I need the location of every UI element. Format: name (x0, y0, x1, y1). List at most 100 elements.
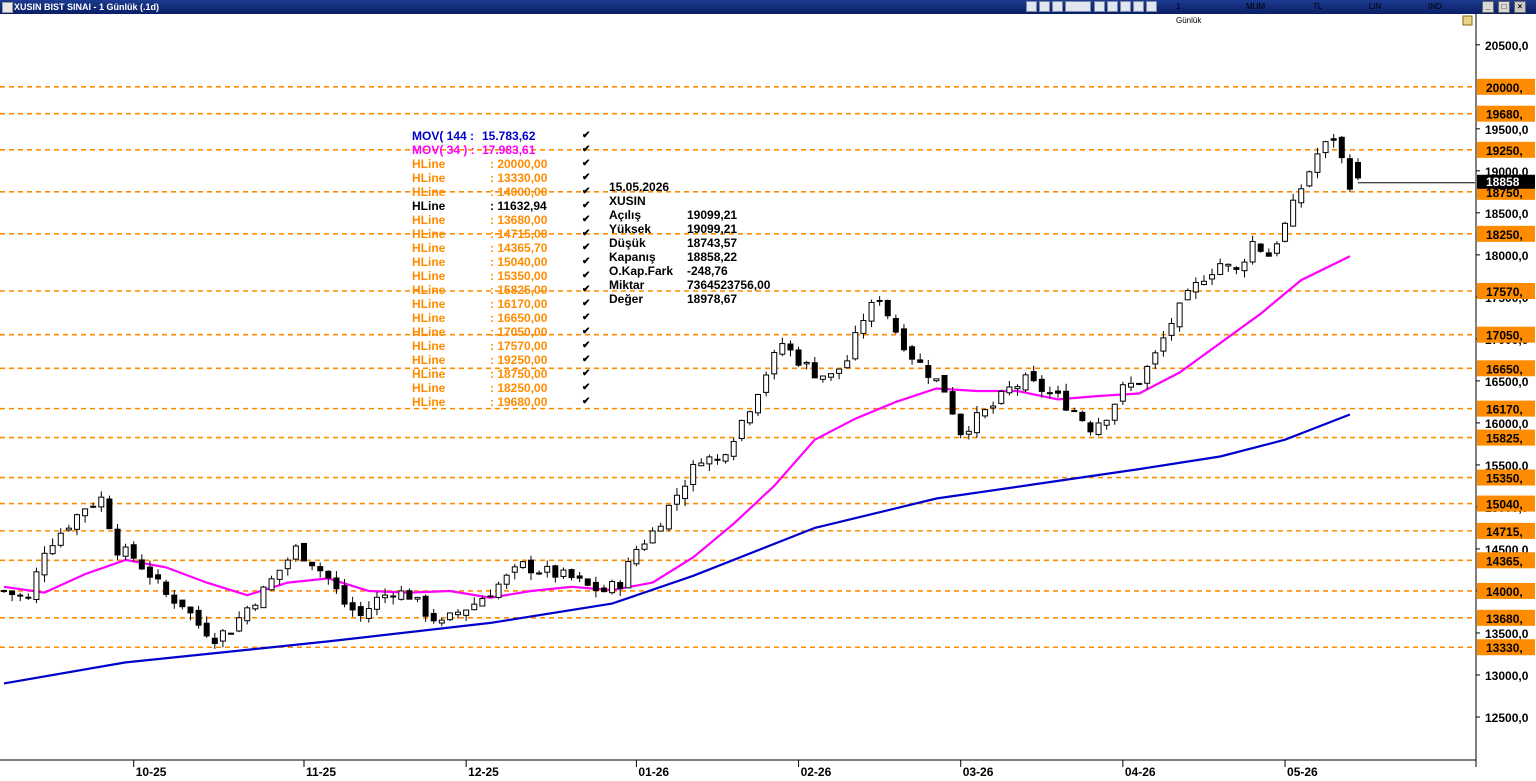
candle (122, 546, 129, 557)
y-tick-label: 19500,0 (1485, 123, 1529, 137)
info-value: -248,76 (687, 264, 728, 278)
candle (146, 566, 153, 578)
check-icon[interactable]: ✔ (582, 242, 591, 253)
check-icon[interactable]: ✔ (582, 326, 591, 337)
candle (228, 632, 235, 635)
legend-name: HLine (412, 241, 446, 255)
candle (357, 606, 364, 617)
check-icon[interactable]: ✔ (582, 298, 591, 309)
candle (560, 569, 567, 577)
check-icon[interactable]: ✔ (582, 396, 591, 407)
indicator-button[interactable]: IND (1428, 2, 1442, 11)
check-icon[interactable]: ✔ (582, 368, 591, 379)
period-button[interactable]: 1 Günlük (1176, 2, 1202, 25)
legend-name: MOV( 34 ) : (412, 143, 475, 157)
candle (941, 374, 948, 393)
info-value: 18858,22 (687, 250, 738, 264)
edit-tool-icon[interactable] (1052, 1, 1063, 12)
check-icon[interactable]: ✔ (582, 144, 591, 155)
candle (811, 362, 818, 379)
x-tick-label: 04-26 (1125, 765, 1156, 779)
legend-value: 17.983,61 (482, 143, 536, 157)
candle (925, 365, 932, 378)
candle (1200, 280, 1207, 285)
maximize-icon[interactable]: □ (1498, 1, 1510, 13)
candle (957, 413, 964, 436)
fibonacci-tool-icon[interactable] (1133, 1, 1144, 12)
price-chart[interactable]: 12500,013000,013500,014000,014500,015000… (0, 14, 1536, 781)
candle (819, 375, 826, 380)
period-selector-icon[interactable] (1065, 1, 1091, 12)
text-tool-icon[interactable] (1146, 1, 1157, 12)
candle (203, 622, 210, 637)
check-icon[interactable]: ✔ (582, 172, 591, 183)
axes: 12500,013000,013500,014000,014500,015000… (0, 14, 1535, 779)
scale-button[interactable]: LIN (1369, 2, 1382, 11)
zoom-tool-icon[interactable] (1039, 1, 1050, 12)
check-icon[interactable]: ✔ (582, 228, 591, 239)
candle (1225, 263, 1232, 267)
check-icon[interactable]: ✔ (582, 284, 591, 295)
candle (649, 530, 656, 544)
candle (1184, 289, 1191, 301)
candle (1152, 352, 1159, 365)
hline-tag (1477, 282, 1535, 299)
candle (1257, 243, 1264, 252)
chart-style-button[interactable]: MUM (1246, 2, 1266, 11)
hline-tag-label: 14365, (1486, 554, 1523, 568)
check-icon[interactable]: ✔ (582, 256, 591, 267)
check-icon[interactable]: ✔ (582, 200, 591, 211)
legend-name: MOV( 144 : (412, 129, 475, 143)
hline-tag-label: 19680, (1486, 108, 1523, 122)
hline-tag (1477, 495, 1535, 512)
check-icon[interactable]: ✔ (582, 270, 591, 281)
candle (698, 462, 705, 467)
check-icon[interactable]: ✔ (582, 382, 591, 393)
hline-tag (1477, 141, 1535, 158)
hline-tag-label: 14000, (1486, 585, 1523, 599)
candle (665, 504, 672, 530)
candle (1241, 261, 1248, 272)
candle (98, 496, 105, 508)
hline-tag-label: 13680, (1486, 612, 1523, 626)
lock-icon[interactable] (1462, 15, 1473, 26)
check-icon[interactable]: ✔ (582, 354, 591, 365)
check-icon[interactable]: ✔ (582, 214, 591, 225)
grid-tool-icon[interactable] (1094, 1, 1105, 12)
candle (309, 561, 316, 567)
legend-name: HLine (412, 367, 446, 381)
draw-line-icon[interactable] (1120, 1, 1131, 12)
candle (65, 527, 72, 531)
candle (1290, 199, 1297, 227)
candle (1127, 382, 1134, 388)
candle (657, 525, 664, 532)
legend-value: 15.783,62 (482, 129, 536, 143)
check-icon[interactable]: ✔ (582, 158, 591, 169)
candle (779, 343, 786, 355)
legend-value: : 13680,00 (490, 213, 548, 227)
candle (617, 582, 624, 590)
crosshair-tool-icon[interactable] (1107, 1, 1118, 12)
legend-name: HLine (412, 157, 446, 171)
candle (1306, 171, 1313, 187)
legend-value: : 15350,00 (490, 269, 548, 283)
check-icon[interactable]: ✔ (582, 340, 591, 351)
candle (568, 569, 575, 579)
legend-value: : 17050,00 (490, 325, 548, 339)
check-icon[interactable]: ✔ (582, 186, 591, 197)
candle (25, 596, 32, 599)
check-icon[interactable]: ✔ (582, 130, 591, 141)
candle (390, 595, 397, 598)
info-key: O.Kap.Fark (609, 264, 674, 278)
check-icon[interactable]: ✔ (582, 312, 591, 323)
candle (382, 594, 389, 599)
currency-button[interactable]: TL (1313, 2, 1323, 11)
cursor-tool-icon[interactable] (1026, 1, 1037, 12)
candle (438, 619, 445, 624)
minimize-icon[interactable]: _ (1482, 1, 1494, 13)
hline-tag (1477, 78, 1535, 95)
window-controls: _ □ × (1472, 0, 1536, 14)
close-icon[interactable]: × (1514, 1, 1526, 13)
candle (852, 332, 859, 360)
x-tick-label: 10-25 (136, 765, 167, 779)
